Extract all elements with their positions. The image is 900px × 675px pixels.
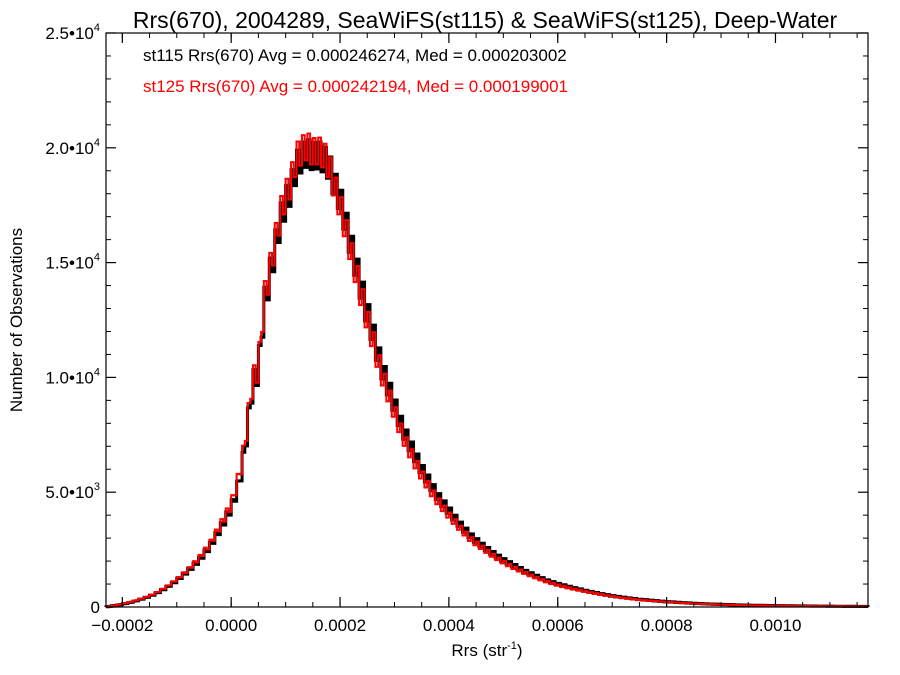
series-layer (104, 132, 870, 609)
x-axis-label-close: ) (517, 641, 523, 660)
x-tick-label: 0.0000 (205, 616, 257, 635)
y-tick-label: 2.0•104 (45, 137, 100, 158)
series-st115-line (104, 138, 870, 609)
x-axis-label: Rrs (str-1) (451, 640, 522, 660)
y-axis-ticks: 0 5.0•103 1.0•104 1.5•104 2.0•104 2.5•104 (45, 22, 868, 617)
x-axis-label-superscript: -1 (507, 640, 517, 652)
stats-annotations: st115 Rrs(670) Avg = 0.000246274, Med = … (143, 46, 568, 96)
x-tick-label: 0.0004 (423, 616, 475, 635)
y-tick-label: 1.5•104 (45, 252, 100, 273)
x-axis-ticks: −0.0002 0.0000 0.0002 0.0004 0.0006 0.0008 0.0… (91, 33, 858, 635)
annotation-line: st115 Rrs(670) Avg = 0.000246274, Med = … (143, 46, 567, 65)
x-tick-label: −0.0002 (91, 616, 153, 635)
x-tick-label: 0.0006 (532, 616, 584, 635)
x-tick-label: 0.0010 (749, 616, 801, 635)
y-axis-label: Number of Observations (7, 228, 26, 412)
y-tick-label: 0 (91, 598, 100, 617)
plot-frame (105, 32, 869, 608)
x-axis-label-main: Rrs (str (451, 641, 507, 660)
annotation-line: st125 Rrs(670) Avg = 0.000242194, Med = … (143, 77, 568, 96)
x-tick-label: 0.0008 (641, 616, 693, 635)
y-tick-label: 1.0•104 (45, 366, 100, 387)
y-tick-label: 5.0•103 (45, 481, 100, 502)
y-tick-label: 2.5•104 (45, 22, 100, 43)
x-tick-label: 0.0002 (314, 616, 366, 635)
chart-title: Rrs(670), 2004289, SeaWiFS(st115) & SeaW… (133, 7, 838, 33)
series-st125-line (105, 132, 869, 608)
